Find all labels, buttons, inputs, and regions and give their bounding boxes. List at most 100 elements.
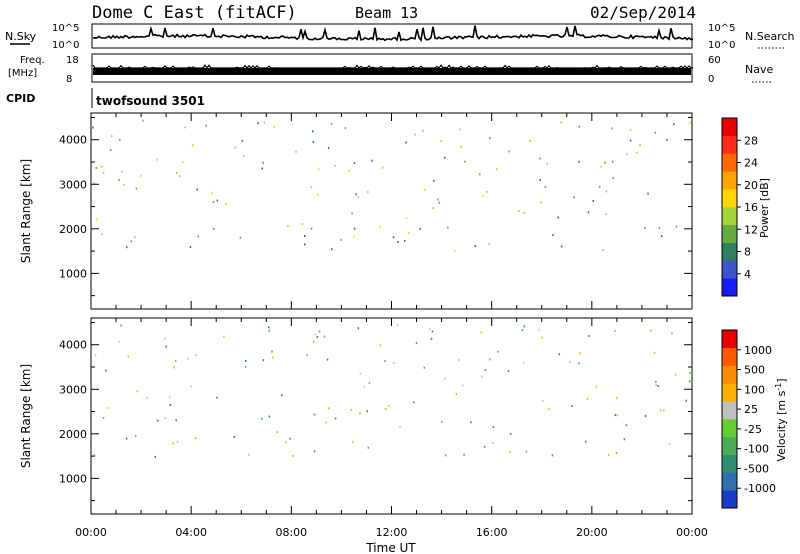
scatter-point (187, 357, 189, 360)
scatter-point (316, 193, 319, 196)
x-tick-label: 00:00 (676, 526, 708, 539)
scatter-point (629, 128, 632, 131)
y-tick-label: 1000 (59, 267, 87, 280)
scatter-point (578, 160, 580, 163)
scatter-point (276, 431, 279, 434)
scatter-point (639, 144, 641, 146)
scatter-point (316, 336, 319, 338)
colorbar-swatch (722, 207, 737, 226)
colorbar-swatch (722, 401, 737, 420)
scatter-point (312, 340, 315, 343)
scatter-point (156, 158, 158, 161)
scatter-point (644, 415, 647, 417)
y-tick-label: 3000 (59, 178, 87, 191)
scatter-point (488, 242, 490, 245)
scatter-point (437, 198, 439, 201)
scatter-point (611, 127, 613, 130)
scatter-point (351, 212, 353, 215)
scatter-point (353, 162, 356, 165)
colorbar-swatch (722, 347, 737, 366)
scatter-point (105, 369, 107, 372)
scatter-point (197, 235, 199, 238)
scatter-point (673, 123, 675, 126)
scatter-point (479, 173, 481, 176)
scatter-point (184, 126, 186, 129)
scatter-point (101, 233, 103, 236)
nsky-bottom-tick: 10^0 (52, 40, 79, 51)
colorbar-swatch (722, 242, 737, 261)
scatter-point (379, 226, 381, 229)
y-tick-label: 1000 (59, 472, 87, 485)
scatter-point (268, 415, 271, 418)
scatter-point (301, 223, 304, 226)
scatter-point (598, 185, 601, 188)
colorbar-tick-label: 8 (744, 246, 751, 259)
scatter-point (334, 417, 337, 420)
x-tick-label: 12:00 (376, 526, 408, 539)
scatter-point (119, 138, 121, 141)
scatter-point (551, 454, 554, 457)
scatter-point (440, 140, 443, 143)
scatter-point (312, 130, 314, 133)
scatter-point (661, 235, 663, 238)
scatter-point (127, 355, 130, 358)
colorbar-tick-label: 12 (744, 223, 758, 236)
scatter-point (539, 178, 541, 181)
scatter-point (366, 410, 368, 413)
scatter-point (140, 174, 142, 177)
scatter-point (121, 170, 123, 173)
velocity-colorbar: -1000 -500 -100 -25 25 100 500 1000 Velocity [m… (721, 329, 788, 509)
scatter-point (111, 135, 113, 138)
scatter-point (447, 226, 449, 229)
scatter-point (413, 401, 415, 404)
scatter-point (363, 385, 366, 388)
nsearch-top-tick: 10^5 (708, 23, 735, 34)
scatter-point (367, 446, 370, 449)
scatter-point (355, 193, 357, 196)
scatter-point (605, 190, 608, 193)
scatter-point (234, 146, 237, 149)
scatter-point (595, 385, 598, 388)
scatter-point (544, 185, 547, 188)
scatter-point (310, 227, 313, 230)
scatter-point (118, 340, 120, 343)
scatter-point (164, 337, 166, 340)
scatter-point (212, 201, 215, 203)
colorbar-swatch (722, 189, 737, 208)
scatter-point (542, 400, 544, 402)
date-label: 02/Sep/2014 (590, 3, 696, 22)
scatter-point (653, 351, 656, 354)
scatter-point (123, 183, 125, 186)
scatter-point (242, 154, 245, 157)
scatter-point (326, 358, 329, 361)
scatter-point (268, 329, 271, 332)
scatter-point (262, 161, 264, 164)
scatter-point (142, 119, 144, 122)
scatter-point (521, 329, 524, 332)
scatter-point (176, 440, 179, 443)
echo-region (91, 251, 349, 296)
scatter-point (304, 243, 306, 246)
scatter-point (165, 345, 167, 348)
echo-region (141, 424, 317, 457)
scatter-point (578, 362, 580, 365)
time-axis-label: Time UT (365, 541, 416, 554)
y-tick-label: 2000 (59, 223, 87, 236)
scatter-point (211, 191, 213, 194)
cpid-label: CPID (6, 92, 35, 105)
scatter-point (523, 325, 526, 328)
scatter-point (625, 424, 628, 427)
colorbar-swatch (722, 365, 737, 384)
power-colorbar: 4 8 12 16 20 24 28 Power [dB] (721, 117, 771, 297)
scatter-point (379, 344, 382, 347)
freq-top-tick: 18 (66, 55, 79, 66)
colorbar-swatch (722, 224, 737, 243)
nsearch-label: N.Search (745, 30, 795, 43)
scatter-point (441, 420, 443, 423)
nsky-strip-frame (91, 23, 693, 49)
scatter-point (492, 426, 495, 429)
scatter-point (94, 354, 97, 357)
scatter-point (602, 249, 604, 251)
scatter-point (191, 144, 194, 147)
